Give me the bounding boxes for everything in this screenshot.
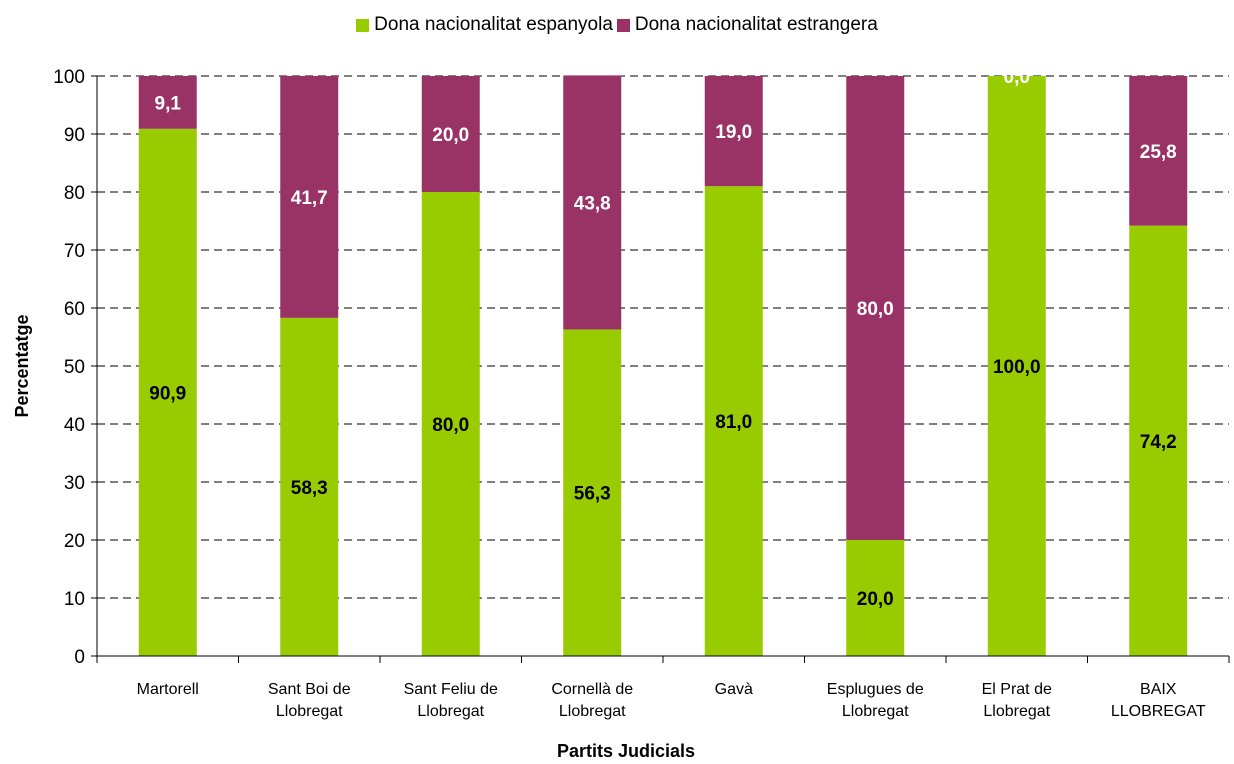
- data-label-1-6: 0,0: [1004, 67, 1030, 88]
- data-label-0-1: 58,3: [291, 478, 328, 499]
- y-tick-label-30: 30: [64, 473, 85, 494]
- data-label-0-2: 80,0: [432, 415, 469, 436]
- legend-item-spanish: Dona nacionalitat espanyola: [356, 14, 613, 36]
- y-tick-label-60: 60: [64, 299, 85, 320]
- data-label-1-7: 25,8: [1140, 142, 1177, 163]
- category-label-6-1: Llobregat: [983, 703, 1050, 720]
- category-label-5-0: Esplugues de: [827, 681, 924, 698]
- chart-legend: Dona nacionalitat espanyola Dona naciona…: [0, 14, 1234, 36]
- category-label-2-0: Sant Feliu de: [404, 681, 498, 698]
- bar-0-0: [138, 128, 197, 656]
- category-label-6-0: El Prat de: [982, 681, 1052, 698]
- bars: [138, 75, 1188, 656]
- bar-1-5: [846, 76, 905, 540]
- data-label-1-0: 9,1: [155, 93, 182, 114]
- data-labels: 90,9 9,1 58,3 41,7 80,0 20,0 56,3 43,8 81,0 19,0 2…: [149, 67, 1176, 610]
- bar-0-1: [280, 317, 339, 656]
- tick-labels: 0 10 20 30 40 50 60 70 80 90 100: [53, 67, 85, 668]
- y-tick-label-70: 70: [64, 241, 85, 262]
- bar-0-7: [1129, 225, 1188, 656]
- bar-0-4: [704, 186, 763, 656]
- grid-lines: [97, 75, 1229, 599]
- category-labels: Martorell Sant Boi de Llobregat Sant Feliu …: [137, 681, 1206, 720]
- y-tick-label-50: 50: [64, 357, 85, 378]
- data-label-0-7: 74,2: [1140, 432, 1177, 453]
- category-label-5-1: Llobregat: [842, 703, 909, 720]
- y-tick-label-90: 90: [64, 125, 85, 146]
- data-label-1-4: 19,0: [715, 122, 752, 143]
- category-label-3-0: Cornellà de: [551, 681, 633, 698]
- data-label-0-0: 90,9: [149, 383, 186, 404]
- data-label-1-2: 20,0: [432, 125, 469, 146]
- y-tick-label-80: 80: [64, 183, 85, 204]
- bar-0-2: [421, 192, 480, 656]
- bar-1-3: [563, 75, 622, 330]
- data-label-1-5: 80,0: [857, 299, 894, 320]
- category-label-7-0: BAIX: [1140, 681, 1177, 698]
- y-tick-label-0: 0: [74, 647, 85, 668]
- legend-swatch-spanish: [356, 18, 370, 32]
- legend-swatch-foreign: [616, 18, 630, 32]
- data-label-1-1: 41,7: [291, 188, 328, 209]
- data-label-0-3: 56,3: [574, 484, 611, 505]
- legend-label-spanish: Dona nacionalitat espanyola: [374, 14, 613, 35]
- data-label-0-4: 81,0: [715, 412, 752, 433]
- bar-1-2: [421, 76, 480, 192]
- x-axis-title: Partits Judicials: [557, 741, 695, 761]
- bar-0-5: [846, 540, 905, 656]
- category-label-1-0: Sant Boi de: [268, 681, 351, 698]
- category-label-4-0: Gavà: [715, 681, 753, 698]
- bar-0-6: [987, 76, 1046, 656]
- category-label-3-1: Llobregat: [559, 703, 626, 720]
- legend-item-foreign: Dona nacionalitat estrangera: [616, 14, 878, 36]
- bar-1-7: [1129, 76, 1188, 226]
- category-label-2-1: Llobregat: [417, 703, 484, 720]
- bar-1-0: [138, 76, 197, 129]
- data-label-0-5: 20,0: [857, 589, 894, 610]
- bar-1-1: [280, 76, 339, 318]
- category-label-1-1: Llobregat: [276, 703, 343, 720]
- category-label-7-1: LLOBREGAT: [1111, 703, 1206, 720]
- y-tick-label-10: 10: [64, 589, 85, 610]
- category-label-0-0: Martorell: [137, 681, 199, 698]
- legend-label-foreign: Dona nacionalitat estrangera: [634, 14, 878, 35]
- bar-1-4: [704, 76, 763, 187]
- y-tick-label-100: 100: [53, 67, 85, 88]
- data-label-1-3: 43,8: [574, 193, 611, 214]
- axes: [91, 75, 1230, 663]
- y-tick-label-20: 20: [64, 531, 85, 552]
- bar-0-3: [563, 329, 622, 656]
- data-label-0-6: 100,0: [993, 357, 1041, 378]
- y-tick-label-40: 40: [64, 415, 85, 436]
- y-axis-title: Percentatge: [12, 314, 32, 417]
